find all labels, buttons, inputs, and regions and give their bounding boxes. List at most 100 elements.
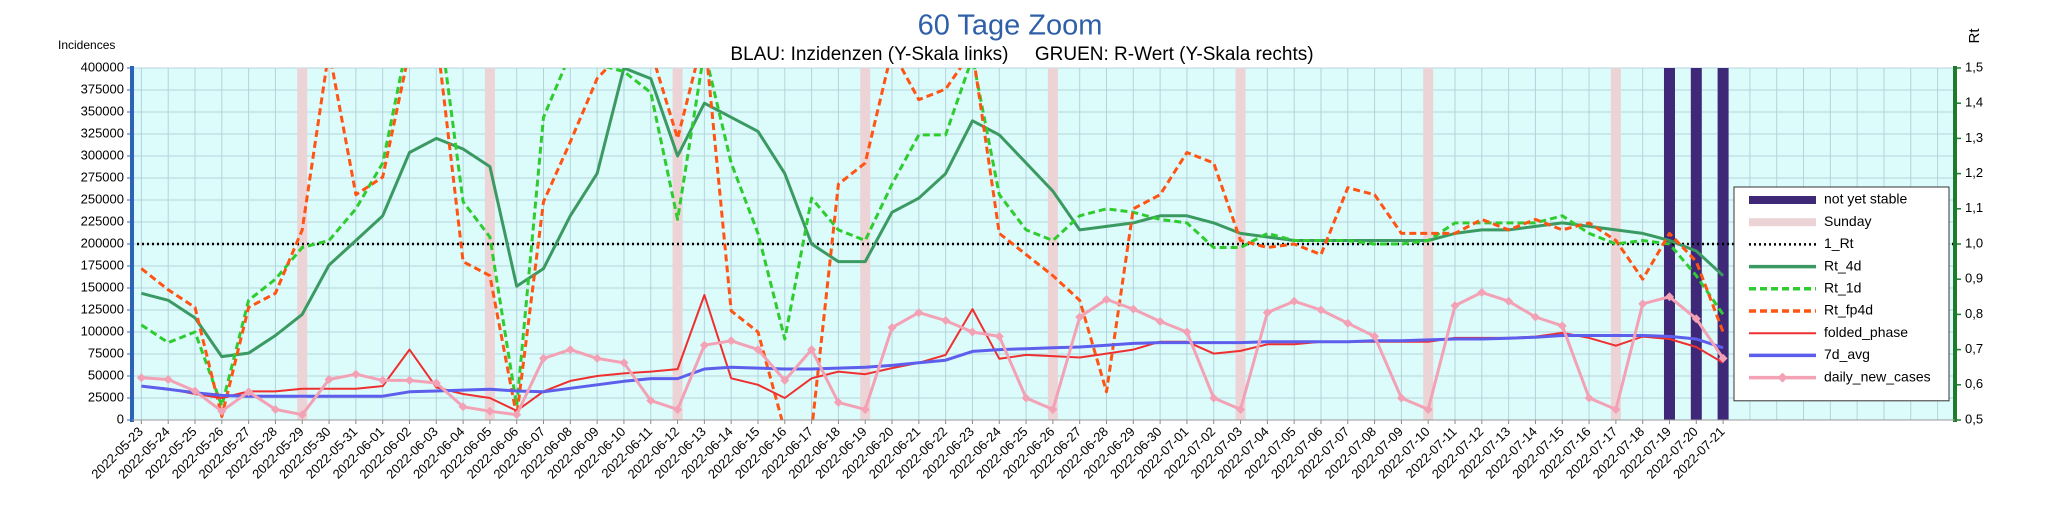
y2-tick-label: 1,4 bbox=[1965, 95, 1983, 110]
y-tick-label: 175000 bbox=[81, 257, 124, 272]
data-point bbox=[1048, 404, 1058, 414]
data-point bbox=[458, 402, 468, 412]
data-point bbox=[297, 410, 307, 420]
y-tick-label: 250000 bbox=[81, 191, 124, 206]
data-point bbox=[378, 375, 388, 385]
data-point bbox=[1664, 292, 1674, 302]
data-point bbox=[1316, 305, 1326, 315]
data-point bbox=[512, 410, 522, 420]
data-point bbox=[1289, 296, 1299, 306]
data-point bbox=[592, 353, 602, 363]
data-point bbox=[726, 336, 736, 346]
data-point bbox=[244, 387, 254, 397]
data-point bbox=[860, 404, 870, 414]
legend-label: 1_Rt bbox=[1824, 235, 1854, 251]
data-point bbox=[914, 308, 924, 318]
data-point bbox=[833, 397, 843, 407]
data-point bbox=[994, 331, 1004, 341]
legend-label: Rt_1d bbox=[1824, 280, 1861, 296]
series-line bbox=[141, 68, 1725, 359]
data-point bbox=[753, 345, 763, 355]
legend-marker bbox=[1777, 372, 1788, 383]
data-point bbox=[1075, 312, 1085, 322]
band bbox=[1235, 68, 1246, 420]
data-point bbox=[887, 323, 897, 333]
data-point bbox=[1155, 316, 1165, 326]
series-line bbox=[140, 68, 1725, 420]
data-point bbox=[163, 375, 173, 385]
y-tick-label: 375000 bbox=[81, 81, 124, 96]
data-point bbox=[1343, 318, 1353, 328]
y-tick-label: 350000 bbox=[81, 103, 124, 118]
y-tick-label: 275000 bbox=[81, 169, 124, 184]
data-point bbox=[351, 369, 361, 379]
band bbox=[1690, 68, 1702, 420]
band bbox=[1610, 68, 1621, 420]
data-point bbox=[431, 378, 441, 388]
data-point bbox=[539, 353, 549, 363]
y-tick-label: 0 bbox=[117, 411, 124, 426]
legend-label: not yet stable bbox=[1824, 191, 1907, 207]
y2-tick-label: 1,5 bbox=[1965, 59, 1983, 74]
y2-tick-label: 1,1 bbox=[1965, 200, 1983, 215]
legend-label: Sunday bbox=[1824, 213, 1871, 229]
data-point bbox=[1128, 304, 1138, 314]
y-axis-label: Incidences bbox=[58, 38, 115, 52]
y-tick-label: 25000 bbox=[88, 389, 124, 404]
data-point bbox=[699, 340, 709, 350]
data-point bbox=[1262, 308, 1272, 318]
y-tick-label: 225000 bbox=[81, 213, 124, 228]
data-point bbox=[1504, 296, 1514, 306]
y2-tick-label: 0,5 bbox=[1965, 411, 1983, 426]
data-point bbox=[807, 345, 817, 355]
chart-title: 60 Tage Zoom bbox=[918, 10, 1103, 42]
data-point bbox=[1450, 301, 1460, 311]
y-tick-label: 325000 bbox=[81, 125, 124, 140]
data-point bbox=[136, 373, 146, 383]
data-point bbox=[619, 358, 629, 368]
data-point bbox=[1691, 314, 1701, 324]
data-point bbox=[565, 345, 575, 355]
chart-subtitle: BLAU: Inzidenzen (Y-Skala links) GRUEN: … bbox=[730, 44, 1313, 65]
y-tick-label: 150000 bbox=[81, 279, 124, 294]
y-tick-label: 50000 bbox=[88, 367, 124, 382]
data-point bbox=[1611, 404, 1621, 414]
data-point bbox=[1423, 404, 1433, 414]
data-point bbox=[1584, 393, 1594, 403]
legend-label: daily_new_cases bbox=[1824, 368, 1931, 384]
data-point bbox=[1370, 331, 1380, 341]
series-line bbox=[141, 334, 1724, 398]
legend-swatch bbox=[1749, 196, 1816, 204]
data-point bbox=[1182, 327, 1192, 337]
data-point bbox=[780, 375, 790, 385]
series-layer bbox=[132, 68, 1955, 420]
legend-label: Rt_4d bbox=[1824, 257, 1861, 273]
data-point bbox=[1638, 299, 1648, 309]
band bbox=[860, 68, 871, 420]
y2-tick-label: 0,9 bbox=[1965, 271, 1983, 286]
y2-tick-label: 0,6 bbox=[1965, 376, 1983, 391]
data-point bbox=[941, 316, 951, 326]
y2-tick-label: 0,7 bbox=[1965, 341, 1983, 356]
y2-tick-label: 1,0 bbox=[1965, 235, 1983, 250]
data-point bbox=[1530, 312, 1540, 322]
y-tick-label: 200000 bbox=[81, 235, 124, 250]
y-tick-label: 100000 bbox=[81, 323, 124, 338]
data-point bbox=[1209, 393, 1219, 403]
data-point bbox=[485, 406, 495, 416]
data-point bbox=[1236, 404, 1246, 414]
data-point bbox=[1557, 321, 1567, 331]
data-point bbox=[1021, 393, 1031, 403]
data-point bbox=[1102, 294, 1112, 304]
data-point bbox=[324, 375, 334, 385]
y-tick-label: 125000 bbox=[81, 301, 124, 316]
y-tick-label: 75000 bbox=[88, 345, 124, 360]
data-point bbox=[1477, 287, 1487, 297]
y-tick-label: 300000 bbox=[81, 147, 124, 162]
data-point bbox=[673, 404, 683, 414]
y2-tick-label: 1,3 bbox=[1965, 130, 1983, 145]
data-point bbox=[1718, 353, 1728, 363]
legend-label: Rt_fp4d bbox=[1824, 302, 1873, 318]
data-point bbox=[1396, 393, 1406, 403]
